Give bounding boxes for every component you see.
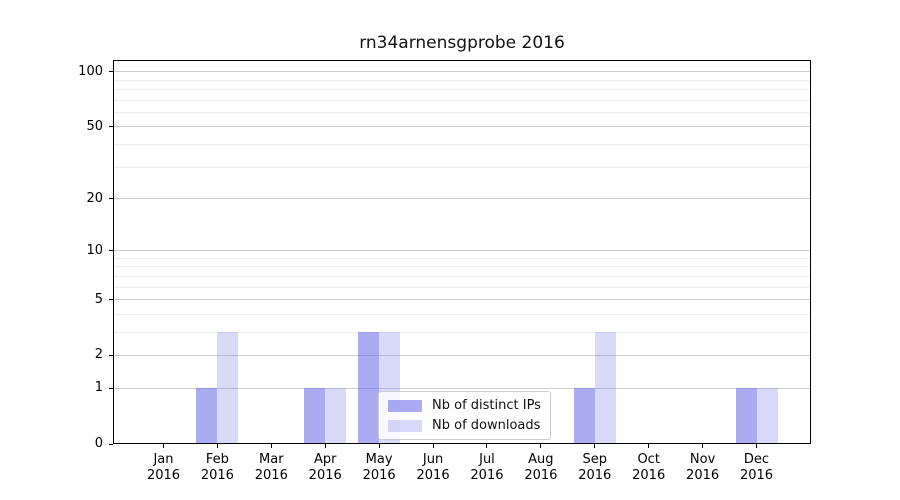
gridline-minor <box>113 313 811 315</box>
x-tick-label: Mar 2016 <box>254 452 288 483</box>
x-tick <box>648 444 650 448</box>
y-tick-label: 1 <box>94 380 103 396</box>
y-tick <box>109 354 113 356</box>
x-tick-label: Oct 2016 <box>632 452 666 483</box>
x-tick <box>163 444 164 448</box>
y-tick <box>109 198 113 199</box>
y-tick-label: 50 <box>86 118 103 134</box>
y-tick <box>109 299 113 301</box>
y-tick <box>109 250 113 252</box>
x-tick <box>216 444 218 448</box>
gridline-minor <box>113 89 811 91</box>
gridline-minor <box>113 79 811 81</box>
bar-distinct-ips-apr <box>304 388 326 444</box>
x-tick-label: Sep 2016 <box>578 452 612 483</box>
plot-border <box>113 60 811 444</box>
x-tick-label: Jan 2016 <box>146 452 181 483</box>
x-tick <box>378 444 380 448</box>
gridline-minor <box>113 257 811 259</box>
bar-distinct-ips-may <box>358 332 380 444</box>
x-tick-label: Feb 2016 <box>200 452 234 483</box>
gridline-major <box>113 354 811 356</box>
bar-distinct-ips-dec <box>735 388 757 444</box>
legend-item-distinct-ips: Nb of distinct IPs <box>388 398 541 413</box>
y-tick <box>109 387 113 389</box>
y-tick-label: 2 <box>94 347 103 363</box>
gridline-major <box>113 71 811 73</box>
legend-label-downloads: Nb of downloads <box>432 418 541 433</box>
x-tick-label: Apr 2016 <box>308 452 342 483</box>
gridline-minor <box>113 275 811 277</box>
bar-downloads-sep <box>594 332 616 444</box>
bar-distinct-ips-feb <box>196 388 218 444</box>
gridline-minor <box>113 112 811 114</box>
bar-downloads-feb <box>217 332 239 444</box>
bar-downloads-apr <box>325 388 347 444</box>
x-tick-label: Nov 2016 <box>686 452 720 483</box>
y-tick <box>109 443 113 445</box>
y-tick-label: 20 <box>86 190 103 206</box>
gridline-major <box>113 198 811 199</box>
gridline-major <box>113 387 811 389</box>
chart-title: rn34arnensgprobe 2016 <box>359 33 565 53</box>
x-tick <box>486 444 488 448</box>
gridline-major <box>113 250 811 252</box>
y-tick-label: 0 <box>94 436 103 451</box>
y-tick-label: 100 <box>78 63 103 79</box>
gridline-minor <box>113 99 811 101</box>
gridline-minor <box>113 166 811 168</box>
gridline-minor <box>113 286 811 288</box>
legend-label-distinct-ips: Nb of distinct IPs <box>432 398 541 413</box>
legend-item-downloads: Nb of downloads <box>388 418 541 433</box>
x-tick <box>702 444 704 448</box>
gridline-minor <box>113 266 811 268</box>
x-tick <box>432 444 434 448</box>
x-tick <box>756 444 757 448</box>
y-tick-label: 5 <box>94 291 103 307</box>
y-tick <box>109 71 113 73</box>
x-tick-label: Aug 2016 <box>524 452 558 483</box>
gridline-minor <box>113 331 811 333</box>
legend-swatch-downloads <box>388 419 422 432</box>
x-tick-label: May 2016 <box>362 452 396 483</box>
y-tick <box>109 126 113 128</box>
legend: Nb of distinct IPs Nb of downloads <box>378 391 551 440</box>
bar-downloads-dec <box>756 388 778 444</box>
y-tick-label: 10 <box>86 242 103 258</box>
gridline-major <box>113 299 811 301</box>
gridline-major <box>113 126 811 128</box>
x-tick-label: Jun 2016 <box>416 452 450 483</box>
x-tick <box>270 444 272 448</box>
legend-swatch-distinct-ips <box>388 399 422 412</box>
x-tick-label: Dec 2016 <box>739 452 774 483</box>
gridline-minor <box>113 144 811 146</box>
x-tick <box>540 444 542 448</box>
x-tick-label: Jul 2016 <box>470 452 504 483</box>
x-tick <box>594 444 596 448</box>
x-tick <box>324 444 326 448</box>
bar-distinct-ips-sep <box>573 388 595 444</box>
